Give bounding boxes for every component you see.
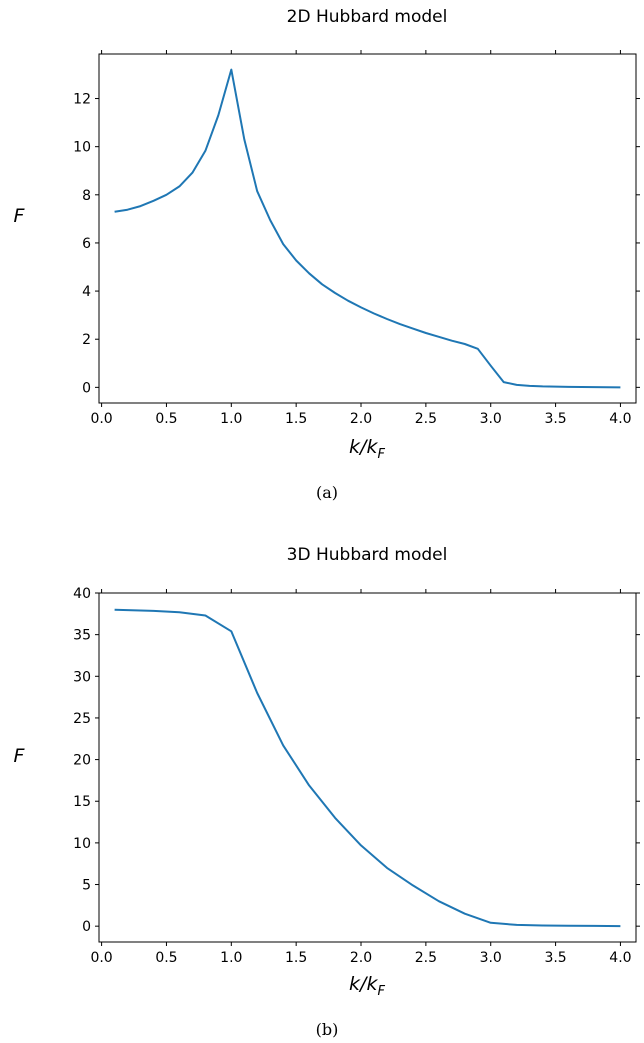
x-tick-label: 1.5 bbox=[285, 411, 307, 427]
figure-caption: (b) bbox=[316, 1020, 339, 1039]
figure-caption: (a) bbox=[316, 483, 338, 502]
chart-title: 3D Hubbard model bbox=[287, 545, 448, 565]
x-tick-label: 0.5 bbox=[155, 950, 177, 966]
y-tick-label: 25 bbox=[73, 711, 91, 727]
y-axis-label: F bbox=[14, 745, 26, 767]
y-tick-label: 40 bbox=[73, 586, 91, 602]
y-tick-label: 8 bbox=[82, 188, 91, 204]
y-tick-label: 35 bbox=[73, 628, 91, 644]
series-line bbox=[114, 68, 621, 389]
x-tick-label: 2.5 bbox=[415, 411, 437, 427]
x-tick-label: 2.5 bbox=[415, 950, 437, 966]
x-tick-label: 0.0 bbox=[90, 411, 112, 427]
x-tick-label: 4.0 bbox=[609, 950, 631, 966]
y-tick-label: 2 bbox=[82, 332, 91, 348]
x-tick-label: 1.0 bbox=[220, 950, 242, 966]
x-axis-label-subscript: F bbox=[377, 447, 385, 462]
y-tick-label: 0 bbox=[82, 380, 91, 396]
x-axis-label-main: k/k bbox=[349, 436, 378, 458]
x-tick-label: 1.5 bbox=[285, 950, 307, 966]
x-tick-label: 0.5 bbox=[155, 411, 177, 427]
axes-frame bbox=[98, 592, 637, 943]
chart-panel-b: 3D Hubbard model F 0.0 0.5 1.0 1.5 2.0 2.5 3.0… bbox=[14, 545, 640, 1039]
x-axis-label: k/kF bbox=[349, 973, 385, 999]
x-axis-label-main: k/k bbox=[349, 973, 378, 995]
x-tick-label: 4.0 bbox=[609, 411, 631, 427]
x-tick-label: 1.0 bbox=[220, 411, 242, 427]
y-tick-label: 0 bbox=[82, 919, 91, 935]
x-axis-label: k/kF bbox=[349, 436, 385, 462]
y-tick-label: 6 bbox=[82, 236, 91, 252]
y-tick-label: 10 bbox=[73, 836, 91, 852]
x-tick-label: 3.0 bbox=[480, 950, 502, 966]
series-line bbox=[114, 608, 621, 928]
chart-title: 2D Hubbard model bbox=[287, 7, 448, 27]
chart-panel-a: 2D Hubbard model F 0.0 0.5 1.0 1.5 2.0 2.5 3.0… bbox=[14, 7, 640, 502]
x-tick-label: 3.5 bbox=[544, 950, 566, 966]
y-axis-label: F bbox=[14, 205, 26, 227]
x-tick-label: 3.0 bbox=[480, 411, 502, 427]
y-tick-label: 5 bbox=[82, 878, 91, 894]
x-axis-label-subscript: F bbox=[377, 984, 385, 999]
y-tick-label: 15 bbox=[73, 794, 91, 810]
x-tick-label: 3.5 bbox=[544, 411, 566, 427]
x-tick-label: 0.0 bbox=[90, 950, 112, 966]
axes-frame bbox=[98, 53, 637, 404]
y-tick-label: 12 bbox=[73, 92, 91, 108]
y-tick-label: 10 bbox=[73, 140, 91, 156]
y-tick-label: 20 bbox=[73, 753, 91, 769]
y-tick-label: 30 bbox=[73, 669, 91, 685]
x-tick-label: 2.0 bbox=[350, 411, 372, 427]
plot-area: 0.0 0.5 1.0 1.5 2.0 2.5 3.0 3.5 4.0 0 2 4 6 8 10 12 bbox=[73, 50, 640, 427]
y-tick-label: 4 bbox=[82, 284, 91, 300]
x-tick-label: 2.0 bbox=[350, 950, 372, 966]
plot-area: 0.0 0.5 1.0 1.5 2.0 2.5 3.0 3.5 4.0 0 5 10 15 20 25 30 3… bbox=[73, 586, 640, 966]
